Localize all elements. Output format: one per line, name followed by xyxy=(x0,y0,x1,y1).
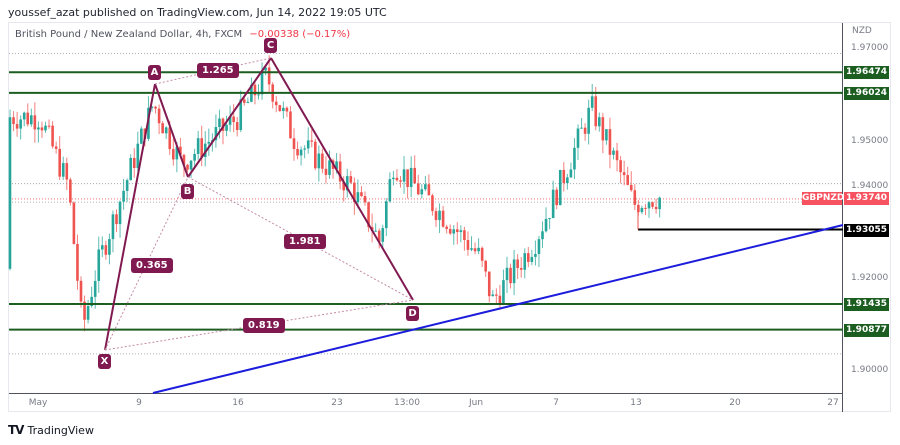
level-badge: 1.93055 xyxy=(844,224,889,237)
time-tick: 13 xyxy=(630,398,642,408)
time-tick: 20 xyxy=(729,398,741,408)
time-tick: 23 xyxy=(331,398,343,408)
chart-frame xyxy=(8,22,891,412)
ratio-label-abc: 1.265 xyxy=(197,63,239,78)
publisher-header: youssef_azat published on TradingView.co… xyxy=(8,6,387,19)
time-tick: 13:00 xyxy=(394,398,420,408)
price-tick: 1.90000 xyxy=(851,365,889,375)
pattern-point-x[interactable]: X xyxy=(98,354,111,369)
pattern-point-a[interactable]: A xyxy=(148,65,161,80)
price-tick: 1.94000 xyxy=(851,181,889,191)
ratio-label-xab: 0.365 xyxy=(131,258,173,273)
pattern-point-b[interactable]: B xyxy=(181,184,194,199)
price-change: −0.00338 (−0.17%) xyxy=(249,29,351,40)
price-tick: 1.95000 xyxy=(851,136,889,146)
time-tick: 16 xyxy=(232,398,244,408)
price-tick: 1.97000 xyxy=(851,43,889,53)
price-tick: 1.92000 xyxy=(851,273,889,283)
symbol-badge: GBPNZD xyxy=(802,192,845,205)
symbol-legend: British Pound / New Zealand Dollar, 4h, … xyxy=(15,29,350,40)
time-tick: 7 xyxy=(553,398,559,408)
brand-name: TradingView xyxy=(27,423,94,437)
time-tick: Jun xyxy=(468,398,484,408)
pattern-point-d[interactable]: D xyxy=(406,306,419,321)
level-badge: 1.96024 xyxy=(844,87,889,100)
currency-label: NZD xyxy=(852,26,872,36)
tradingview-logo-icon: TV xyxy=(8,423,25,437)
pattern-point-c[interactable]: C xyxy=(264,38,277,53)
level-badge: 1.91435 xyxy=(844,298,889,311)
level-badge: 1.96474 xyxy=(844,66,889,79)
level-badge: 1.90877 xyxy=(844,324,889,337)
time-tick: May xyxy=(28,398,48,408)
time-tick: 9 xyxy=(136,398,142,408)
ratio-label-xad: 0.819 xyxy=(243,318,285,333)
symbol-title: British Pound / New Zealand Dollar, 4h, … xyxy=(15,29,243,40)
ratio-label-bcd: 1.981 xyxy=(284,234,326,249)
price-axis[interactable]: NZD 1.97000 1.95000 1.94000 1.92000 1.90… xyxy=(843,23,890,393)
time-axis[interactable]: May 9 16 23 13:00 Jun 7 13 20 27 xyxy=(9,394,842,412)
time-tick: 27 xyxy=(827,398,839,408)
last-price-badge: 1.93740 xyxy=(844,192,889,205)
tradingview-footer[interactable]: TV TradingView xyxy=(8,423,94,437)
